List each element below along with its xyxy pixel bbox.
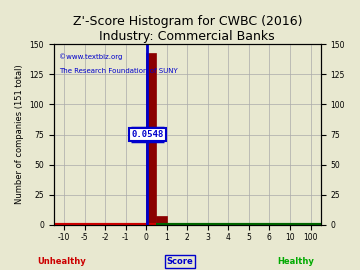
Y-axis label: Number of companies (151 total): Number of companies (151 total) [15, 65, 24, 204]
Bar [146, 53, 157, 225]
Title: Z'-Score Histogram for CWBC (2016)
Industry: Commercial Banks: Z'-Score Histogram for CWBC (2016) Indus… [72, 15, 302, 43]
Text: Score: Score [167, 257, 193, 266]
Text: 0.0548: 0.0548 [131, 130, 163, 139]
Text: Unhealthy: Unhealthy [37, 257, 86, 266]
Text: Healthy: Healthy [277, 257, 314, 266]
Bar [157, 217, 167, 225]
Bar [105, 224, 126, 225]
Text: The Research Foundation of SUNY: The Research Foundation of SUNY [59, 68, 178, 74]
Text: ©www.textbiz.org: ©www.textbiz.org [59, 53, 122, 60]
